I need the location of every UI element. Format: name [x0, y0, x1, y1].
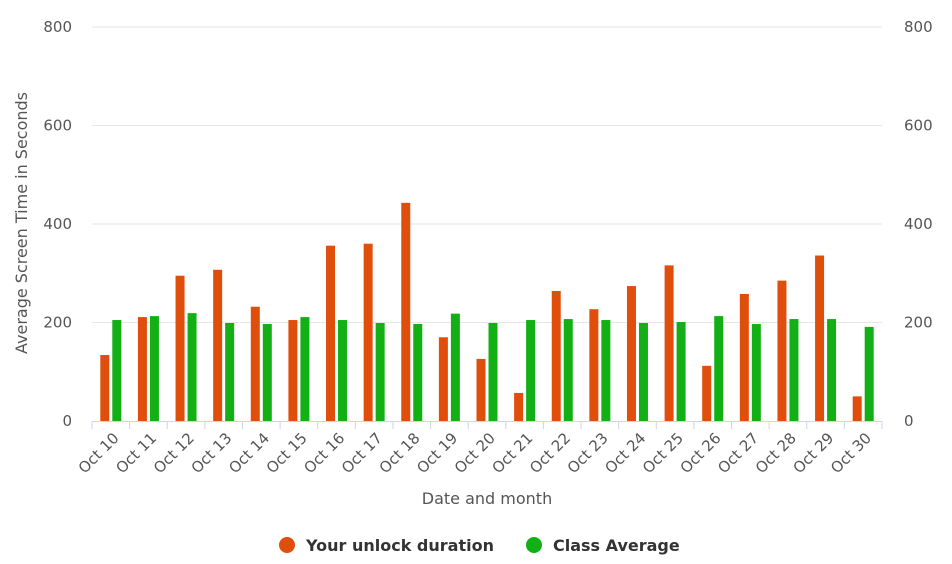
right-y-axis-ticks: 0 200 400 600 800 — [904, 18, 933, 430]
right-y-tick-label: 800 — [904, 18, 933, 36]
bar-class-average-oct-14[interactable] — [262, 323, 272, 421]
x-tick-label: Oct 10 — [75, 429, 123, 477]
gridlines — [92, 26, 882, 323]
bar-class-average-oct-24[interactable] — [638, 322, 648, 421]
x-axis-title: Date and month — [422, 489, 552, 508]
bar-class-average-oct-12[interactable] — [187, 313, 197, 421]
x-tick-label: Oct 26 — [677, 429, 725, 477]
x-tick-label: Oct 20 — [451, 429, 499, 477]
bar-class-average-oct-10[interactable] — [112, 320, 122, 421]
bar-your-unlock-duration-oct-25[interactable] — [664, 265, 674, 421]
bar-class-average-oct-17[interactable] — [375, 322, 385, 421]
bar-class-average-oct-22[interactable] — [563, 319, 573, 421]
x-tick-label: Oct 14 — [225, 429, 273, 477]
legend-swatch-class-average — [526, 537, 542, 553]
bar-class-average-oct-15[interactable] — [300, 317, 310, 421]
y-tick-label: 800 — [43, 18, 72, 36]
legend-label-your-unlock-duration[interactable]: Your unlock duration — [305, 536, 494, 555]
bar-your-unlock-duration-oct-15[interactable] — [288, 320, 298, 421]
y-tick-label: 0 — [62, 412, 72, 430]
x-tick-label: Oct 30 — [827, 429, 875, 477]
x-tick-label: Oct 19 — [413, 429, 461, 477]
bar-class-average-oct-30[interactable] — [864, 326, 874, 421]
right-y-tick-label: 600 — [904, 117, 933, 135]
bar-your-unlock-duration-oct-19[interactable] — [438, 337, 448, 421]
bar-class-average-oct-23[interactable] — [601, 320, 611, 421]
legend-item-class-average[interactable]: Class Average — [526, 536, 680, 555]
bar-your-unlock-duration-oct-16[interactable] — [326, 245, 336, 421]
bar-your-unlock-duration-oct-22[interactable] — [551, 290, 561, 421]
x-tick-label: Oct 24 — [601, 429, 649, 477]
x-tick-label: Oct 22 — [526, 429, 574, 477]
bar-class-average-oct-27[interactable] — [751, 323, 761, 421]
bar-your-unlock-duration-oct-28[interactable] — [777, 280, 787, 421]
bar-your-unlock-duration-oct-11[interactable] — [137, 317, 147, 421]
bar-your-unlock-duration-oct-29[interactable] — [815, 255, 825, 421]
bar-class-average-oct-16[interactable] — [338, 320, 348, 421]
x-tick-label: Oct 28 — [752, 429, 800, 477]
y-tick-label: 200 — [43, 314, 72, 332]
bar-class-average-oct-21[interactable] — [526, 320, 536, 421]
legend-label-class-average[interactable]: Class Average — [553, 536, 680, 555]
bar-your-unlock-duration-oct-13[interactable] — [213, 269, 223, 421]
bar-class-average-oct-20[interactable] — [488, 322, 498, 421]
left-y-axis-ticks: 0 200 400 600 800 — [43, 18, 72, 430]
x-tick-label: Oct 27 — [714, 429, 762, 477]
legend-item-your-unlock-duration[interactable]: Your unlock duration — [279, 536, 494, 555]
bar-class-average-oct-18[interactable] — [413, 323, 423, 421]
x-tick-label: Oct 17 — [338, 429, 386, 477]
bar-your-unlock-duration-oct-21[interactable] — [514, 392, 524, 421]
y-axis-title: Average Screen Time in Seconds — [12, 92, 31, 354]
y-tick-label: 600 — [43, 117, 72, 135]
y-tick-label: 400 — [43, 215, 72, 233]
bar-your-unlock-duration-oct-30[interactable] — [852, 396, 862, 421]
bar-your-unlock-duration-oct-12[interactable] — [175, 275, 185, 421]
right-y-tick-label: 400 — [904, 215, 933, 233]
x-tick-label: Oct 12 — [150, 429, 198, 477]
bar-your-unlock-duration-oct-24[interactable] — [626, 286, 636, 421]
right-y-tick-label: 200 — [904, 314, 933, 332]
bar-your-unlock-duration-oct-14[interactable] — [250, 306, 260, 421]
bar-class-average-oct-25[interactable] — [676, 322, 686, 421]
bar-your-unlock-duration-oct-17[interactable] — [363, 243, 373, 421]
bar-your-unlock-duration-oct-18[interactable] — [401, 202, 411, 421]
x-tick-label: Oct 13 — [188, 429, 236, 477]
bar-class-average-oct-19[interactable] — [450, 313, 460, 421]
x-tick-label: Oct 16 — [300, 429, 348, 477]
bar-your-unlock-duration-oct-20[interactable] — [476, 358, 486, 421]
bar-your-unlock-duration-oct-23[interactable] — [589, 309, 599, 421]
right-y-tick-label: 0 — [904, 412, 914, 430]
bar-class-average-oct-11[interactable] — [149, 316, 159, 421]
x-tick-label: Oct 21 — [489, 429, 537, 477]
x-tick-label: Oct 29 — [789, 429, 837, 477]
x-tick-label: Oct 23 — [564, 429, 612, 477]
bars — [100, 202, 874, 421]
bar-your-unlock-duration-oct-27[interactable] — [739, 293, 749, 421]
legend-swatch-your-unlock-duration — [279, 537, 295, 553]
x-tick-label: Oct 15 — [263, 429, 311, 477]
bar-class-average-oct-29[interactable] — [827, 319, 837, 421]
legend[interactable]: Your unlock duration Class Average — [279, 536, 680, 555]
bar-class-average-oct-13[interactable] — [225, 322, 235, 421]
x-tick-label: Oct 18 — [376, 429, 424, 477]
bar-your-unlock-duration-oct-26[interactable] — [702, 365, 712, 421]
bar-class-average-oct-28[interactable] — [789, 319, 799, 421]
x-tick-label: Oct 11 — [112, 429, 160, 477]
bar-your-unlock-duration-oct-10[interactable] — [100, 355, 110, 421]
bar-class-average-oct-26[interactable] — [714, 316, 724, 421]
x-tick-label: Oct 25 — [639, 429, 687, 477]
